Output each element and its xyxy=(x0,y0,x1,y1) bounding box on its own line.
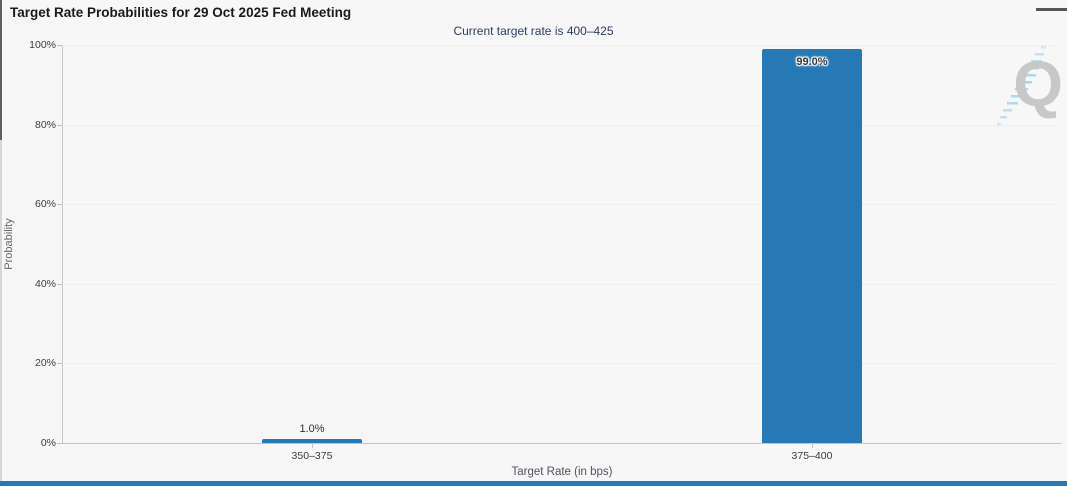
quikstrike-logo-watermark: Q xyxy=(983,44,1063,132)
gridline xyxy=(62,363,1062,365)
x-axis-title: Target Rate (in bps) xyxy=(511,466,613,478)
left-scrollbar-thumb[interactable] xyxy=(0,0,2,140)
bar-value-label: 99.0% xyxy=(796,56,828,68)
y-tick-label: 100% xyxy=(29,39,56,51)
left-scrollbar-track xyxy=(0,0,2,486)
x-axis-line xyxy=(62,443,1062,444)
y-tick-mark xyxy=(57,204,62,206)
watermark-dashes-icon xyxy=(997,46,1046,126)
watermark-letter: Q xyxy=(1013,48,1063,120)
y-axis-title: Probability xyxy=(3,218,15,270)
bar-0[interactable] xyxy=(262,439,362,443)
y-tick-label: 60% xyxy=(34,198,56,211)
x-tick-mark xyxy=(312,444,313,448)
y-tick-mark xyxy=(57,443,62,444)
x-tick-mark xyxy=(812,444,813,448)
x-tick-label: 375–400 xyxy=(791,450,833,462)
y-tick-label: 80% xyxy=(34,118,56,131)
chart-subtitle: Current target rate is 400–425 xyxy=(453,24,614,38)
gridline xyxy=(62,204,1062,206)
gridline xyxy=(62,283,1062,285)
y-tick-mark xyxy=(57,45,62,46)
x-tick-label: 350–375 xyxy=(291,450,333,462)
y-tick-mark xyxy=(57,124,62,126)
y-tick-label: 40% xyxy=(34,277,56,290)
y-tick-mark xyxy=(57,283,62,285)
y-tick-label: 20% xyxy=(34,357,56,370)
bar-1[interactable] xyxy=(762,49,862,443)
gridline xyxy=(62,45,1062,46)
bar-value-label: 1.0% xyxy=(299,423,325,435)
y-tick-label: 0% xyxy=(40,437,56,449)
y-axis-line xyxy=(62,45,63,443)
y-tick-mark xyxy=(57,363,62,365)
bottom-accent-bar xyxy=(0,481,1067,486)
menu-icon-bar xyxy=(1036,8,1067,11)
chart-title: Target Rate Probabilities for 29 Oct 202… xyxy=(10,5,352,20)
gridline xyxy=(62,124,1062,126)
